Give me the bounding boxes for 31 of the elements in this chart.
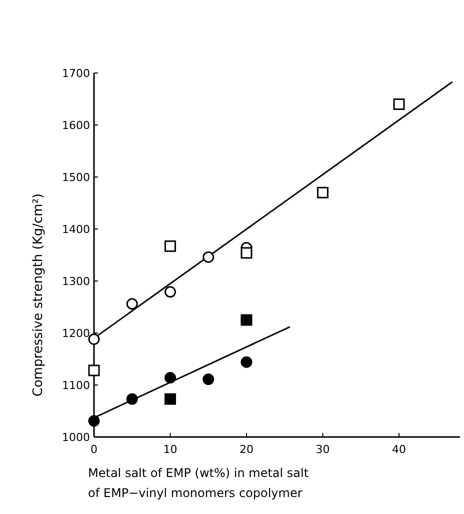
x-axis-title: Metal salt of EMP (wt%) in metal salt of EMP−vinyl monomers copolymer xyxy=(88,466,309,500)
point xyxy=(88,364,100,376)
x-tick-label: 20 xyxy=(240,443,254,456)
point xyxy=(240,314,252,326)
x-tick-label: 40 xyxy=(392,443,406,456)
point xyxy=(240,247,252,259)
point xyxy=(393,98,405,110)
point xyxy=(202,251,214,263)
point xyxy=(317,186,328,198)
y-tick-label: 1100 xyxy=(62,378,90,392)
point xyxy=(88,415,100,427)
y-tick-label: 1200 xyxy=(62,326,90,340)
y-tick-label: 1400 xyxy=(62,222,90,236)
point xyxy=(202,374,214,386)
x-tick-label: 30 xyxy=(316,443,330,456)
point xyxy=(240,356,252,368)
y-axis-title: Compressive strength (Kg/cm²) xyxy=(31,193,46,397)
y-tick-label: 1300 xyxy=(62,274,90,288)
point xyxy=(126,393,138,405)
point xyxy=(88,333,100,345)
x-tick-label: 0 xyxy=(90,443,98,456)
y-tick-label: 1700 xyxy=(62,66,90,80)
point xyxy=(164,286,176,298)
point xyxy=(164,240,176,252)
x-tick-label: 10 xyxy=(163,443,178,456)
y-tick-label: 1600 xyxy=(62,118,90,132)
point xyxy=(164,393,176,405)
y-tick-label: 1000 xyxy=(62,430,90,444)
point xyxy=(164,372,176,384)
y-tick-label: 1500 xyxy=(62,170,90,184)
point xyxy=(126,298,138,310)
